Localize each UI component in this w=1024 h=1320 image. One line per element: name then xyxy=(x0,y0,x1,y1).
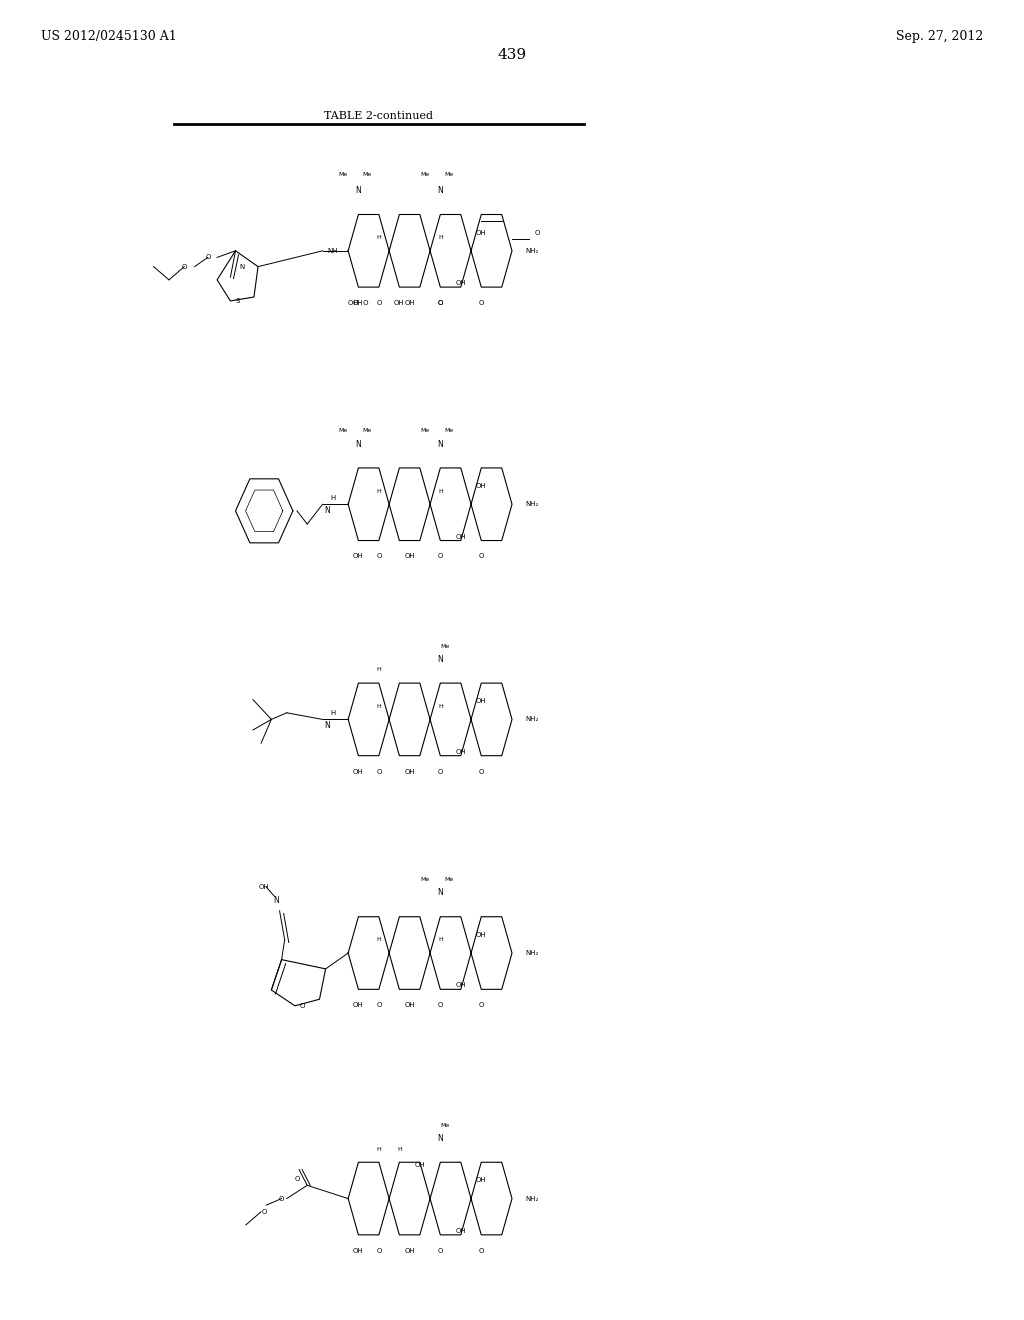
Text: O: O xyxy=(478,553,484,560)
Text: OH: OH xyxy=(404,553,415,560)
Text: O: O xyxy=(261,1209,267,1214)
Text: N: N xyxy=(324,722,330,730)
Text: O: O xyxy=(376,1002,382,1008)
Text: Sep. 27, 2012: Sep. 27, 2012 xyxy=(896,30,983,44)
Text: O: O xyxy=(376,553,382,560)
Text: N: N xyxy=(324,507,330,515)
Text: H: H xyxy=(377,488,381,494)
Text: NH: NH xyxy=(328,248,338,253)
Text: O: O xyxy=(181,264,187,269)
Text: O: O xyxy=(294,1176,300,1181)
Text: H: H xyxy=(397,1147,401,1151)
Text: Me: Me xyxy=(420,429,430,433)
Text: O: O xyxy=(437,768,443,775)
Text: S: S xyxy=(236,298,240,304)
Text: Me: Me xyxy=(440,1123,451,1127)
Text: Me: Me xyxy=(443,429,454,433)
Text: TABLE 2-continued: TABLE 2-continued xyxy=(325,111,433,121)
Text: OH: OH xyxy=(404,768,415,775)
Text: OH: OH xyxy=(353,1002,364,1008)
Text: OH: OH xyxy=(404,1247,415,1254)
Text: OH: OH xyxy=(353,300,364,306)
Text: N: N xyxy=(355,186,361,195)
Text: OH: OH xyxy=(456,748,466,755)
Text: O: O xyxy=(437,300,443,306)
Text: H: H xyxy=(330,495,336,500)
Text: OH: OH xyxy=(456,533,466,540)
Text: NH₂: NH₂ xyxy=(525,502,540,507)
Text: N: N xyxy=(355,440,361,449)
Text: OH: OH xyxy=(404,1002,415,1008)
Text: O: O xyxy=(437,300,443,306)
Text: Me: Me xyxy=(443,173,454,177)
Text: O: O xyxy=(205,255,211,260)
Text: O: O xyxy=(437,1002,443,1008)
Text: N: N xyxy=(273,896,280,904)
Text: H: H xyxy=(330,710,336,715)
Text: H: H xyxy=(377,235,381,240)
Text: N: N xyxy=(437,440,443,449)
Text: OH  O: OH O xyxy=(348,300,369,306)
Text: N: N xyxy=(437,1134,443,1143)
Text: O: O xyxy=(376,1247,382,1254)
Text: O: O xyxy=(299,1003,305,1008)
Text: Me: Me xyxy=(338,173,348,177)
Text: OH: OH xyxy=(259,884,269,890)
Text: NH₂: NH₂ xyxy=(525,248,540,253)
Text: OH: OH xyxy=(353,768,364,775)
Text: H: H xyxy=(438,488,442,494)
Text: O: O xyxy=(437,1247,443,1254)
Text: OH: OH xyxy=(353,1247,364,1254)
Text: OH: OH xyxy=(476,698,486,705)
Text: H: H xyxy=(377,668,381,672)
Text: OH: OH xyxy=(476,483,486,490)
Text: US 2012/0245130 A1: US 2012/0245130 A1 xyxy=(41,30,177,44)
Text: OH: OH xyxy=(476,932,486,939)
Text: H: H xyxy=(377,704,381,709)
Text: H: H xyxy=(438,704,442,709)
Text: NH₂: NH₂ xyxy=(525,950,540,956)
Text: Me: Me xyxy=(361,173,372,177)
Text: N: N xyxy=(437,888,443,898)
Text: OH: OH xyxy=(353,553,364,560)
Text: OH: OH xyxy=(394,300,404,306)
Text: OH: OH xyxy=(456,280,466,286)
Text: O: O xyxy=(535,230,541,236)
Text: O: O xyxy=(376,300,382,306)
Text: O: O xyxy=(279,1196,285,1201)
Text: OH: OH xyxy=(415,1162,425,1168)
Text: OH: OH xyxy=(456,1228,466,1234)
Text: OH: OH xyxy=(476,230,486,236)
Text: Me: Me xyxy=(443,878,454,882)
Text: O: O xyxy=(478,300,484,306)
Text: Me: Me xyxy=(420,173,430,177)
Text: H: H xyxy=(377,937,381,942)
Text: O: O xyxy=(437,553,443,560)
Text: Me: Me xyxy=(420,878,430,882)
Text: O: O xyxy=(478,1002,484,1008)
Text: O: O xyxy=(376,768,382,775)
Text: OH: OH xyxy=(476,1177,486,1184)
Text: N: N xyxy=(437,655,443,664)
Text: Me: Me xyxy=(440,644,451,648)
Text: 439: 439 xyxy=(498,49,526,62)
Text: H: H xyxy=(438,937,442,942)
Text: OH: OH xyxy=(456,982,466,989)
Text: N: N xyxy=(437,186,443,195)
Text: H: H xyxy=(438,235,442,240)
Text: H: H xyxy=(377,1147,381,1151)
Text: OH: OH xyxy=(404,300,415,306)
Text: O: O xyxy=(478,1247,484,1254)
Text: NH₂: NH₂ xyxy=(525,717,540,722)
Text: Me: Me xyxy=(361,429,372,433)
Text: N: N xyxy=(239,264,245,269)
Text: O: O xyxy=(478,768,484,775)
Text: NH₂: NH₂ xyxy=(525,1196,540,1201)
Text: Me: Me xyxy=(338,429,348,433)
